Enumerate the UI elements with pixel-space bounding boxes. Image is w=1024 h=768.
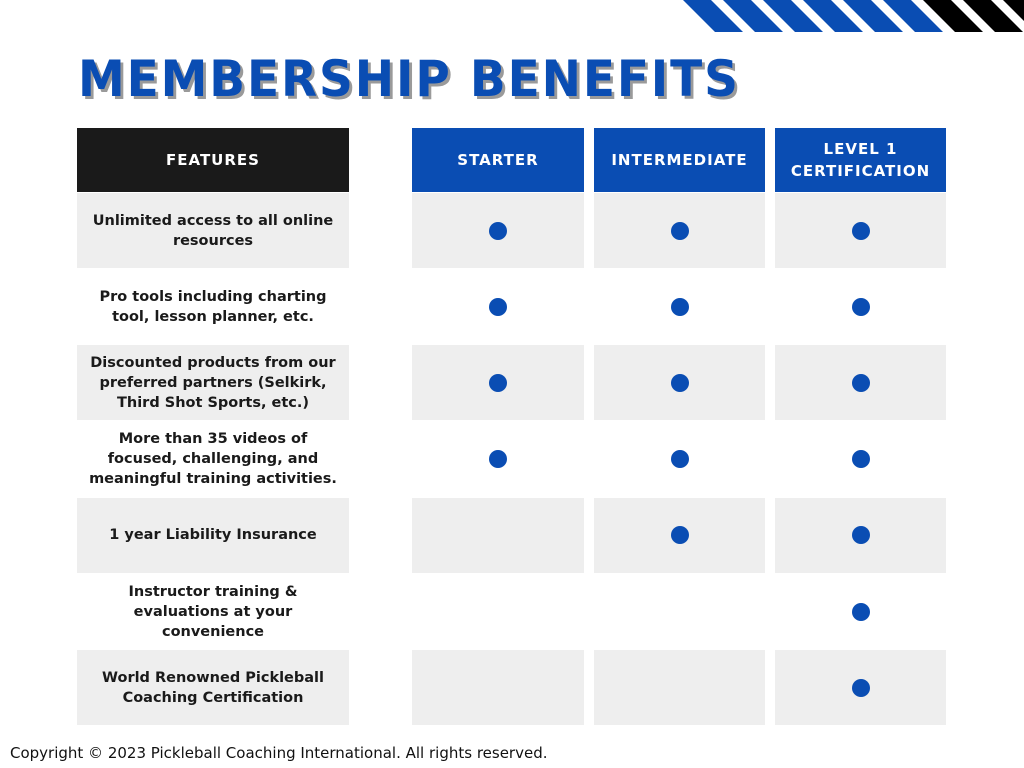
included-dot-icon xyxy=(670,450,689,469)
included-dot-icon xyxy=(670,221,689,240)
stripe xyxy=(1003,0,1024,21)
stripe xyxy=(883,0,943,32)
cell-level1 xyxy=(775,269,946,344)
cell-level1 xyxy=(775,422,946,497)
cell-starter xyxy=(412,193,584,268)
cell-intermediate xyxy=(594,422,765,497)
feature-label: World Renowned Pickleball Coaching Certi… xyxy=(77,650,349,726)
decorative-stripes xyxy=(683,0,1024,32)
included-dot-icon xyxy=(851,678,870,697)
stripe xyxy=(683,0,743,32)
cell-level1 xyxy=(775,574,946,649)
included-dot-icon xyxy=(489,373,507,392)
header-level1-certification: LEVEL 1 CERTIFICATION xyxy=(775,128,946,192)
header-features: FEATURES xyxy=(77,128,349,192)
cell-intermediate xyxy=(594,193,765,268)
included-dot-icon xyxy=(489,221,507,240)
cell-starter xyxy=(412,269,584,344)
cell-level1 xyxy=(775,193,946,268)
cell-intermediate xyxy=(594,345,765,421)
page-title: MEMBERSHIP BENEFITS xyxy=(78,50,740,108)
cell-starter xyxy=(412,345,584,421)
included-dot-icon xyxy=(851,297,870,316)
stripe xyxy=(963,0,1023,32)
included-dot-icon xyxy=(489,450,507,469)
stripe xyxy=(803,0,863,32)
cell-level1 xyxy=(775,650,946,726)
cell-starter xyxy=(412,497,584,573)
included-dot-icon xyxy=(851,373,870,392)
cell-level1 xyxy=(775,497,946,573)
cell-starter xyxy=(412,574,584,649)
feature-label: Instructor training & evaluations at you… xyxy=(128,583,298,640)
included-dot-icon xyxy=(851,526,870,545)
stripe xyxy=(723,0,783,32)
included-dot-icon xyxy=(851,602,870,621)
feature-label: Pro tools including charting tool, lesso… xyxy=(99,288,327,325)
cell-intermediate xyxy=(594,497,765,573)
stripe xyxy=(923,0,983,32)
stripe xyxy=(843,0,903,32)
stripe xyxy=(763,0,823,32)
feature-label: More than 35 videos of focused, challeng… xyxy=(89,431,337,488)
included-dot-icon xyxy=(670,373,689,392)
cell-intermediate xyxy=(594,269,765,344)
included-dot-icon xyxy=(489,297,507,316)
copyright-footer: Copyright © 2023 Pickleball Coaching Int… xyxy=(10,744,548,762)
cell-starter xyxy=(412,422,584,497)
included-dot-icon xyxy=(670,526,689,545)
cell-starter xyxy=(412,650,584,726)
feature-label: Unlimited access to all online resources xyxy=(77,193,349,268)
included-dot-icon xyxy=(670,297,689,316)
header-intermediate: INTERMEDIATE xyxy=(594,128,765,192)
cell-intermediate xyxy=(594,650,765,726)
included-dot-icon xyxy=(851,450,870,469)
header-starter: STARTER xyxy=(412,128,584,192)
cell-level1 xyxy=(775,345,946,421)
feature-label: Discounted products from our preferred p… xyxy=(77,345,349,421)
cell-intermediate xyxy=(594,574,765,649)
included-dot-icon xyxy=(851,221,870,240)
feature-label: 1 year Liability Insurance xyxy=(77,497,349,573)
